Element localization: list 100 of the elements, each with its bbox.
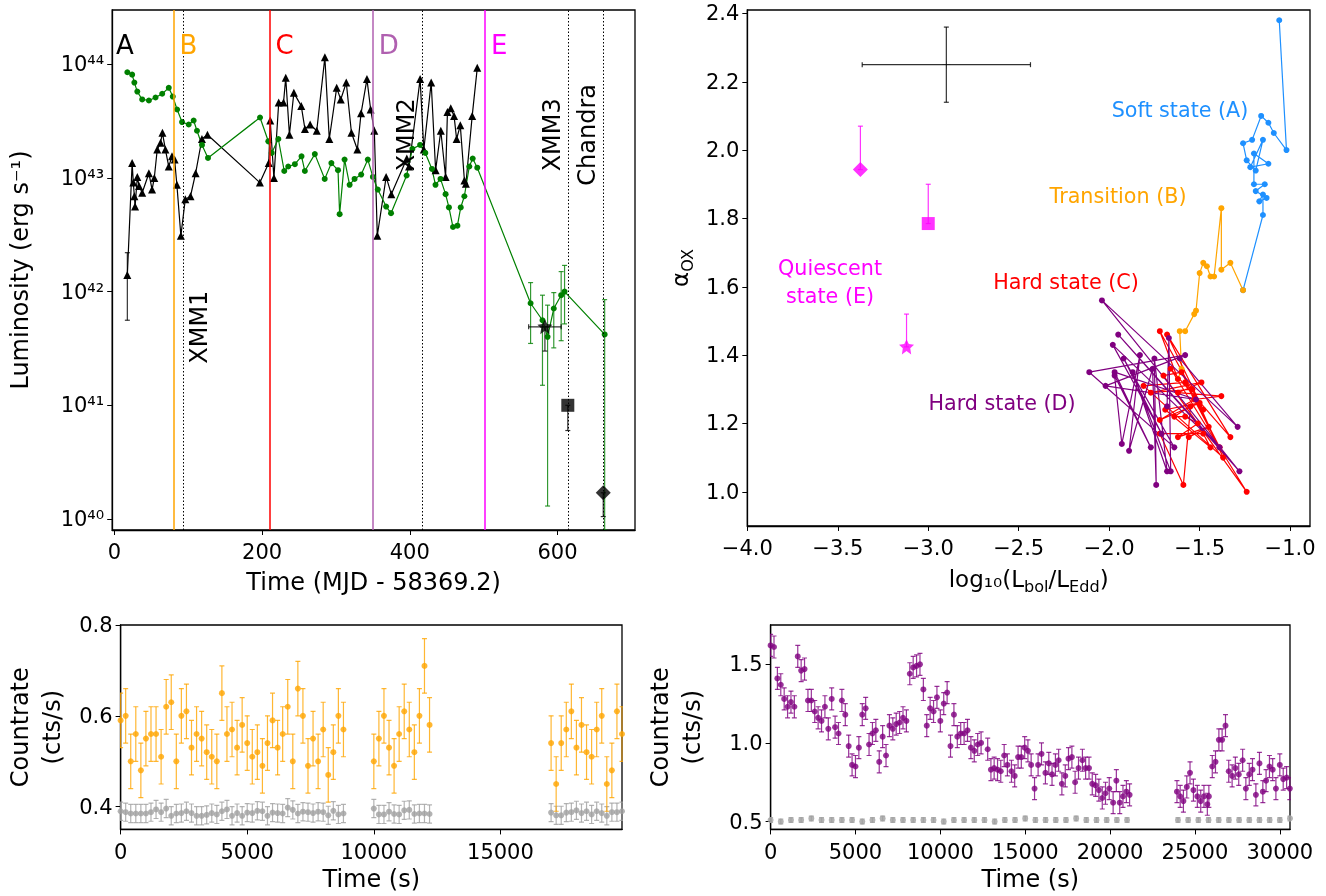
- point: [1200, 259, 1207, 266]
- x-tick-label: 600: [537, 540, 578, 565]
- point: [1153, 481, 1160, 488]
- x-axis-title: Time (s): [321, 865, 421, 893]
- x-tick-label: 5000: [220, 839, 274, 864]
- point: [1171, 444, 1178, 451]
- point: [852, 162, 868, 178]
- point: [1283, 147, 1290, 154]
- series-label: Transition (B): [1048, 184, 1187, 208]
- point: [1151, 355, 1158, 362]
- point: [1265, 119, 1272, 126]
- point: [1240, 140, 1247, 147]
- point: [1203, 263, 1210, 270]
- ref-line-label: D: [378, 30, 399, 60]
- series-label: Hard state (C): [993, 270, 1139, 294]
- ref-line-label: XMM2: [392, 98, 421, 172]
- ref-line-label: B: [179, 30, 198, 60]
- point: [1118, 440, 1125, 447]
- point: [1243, 488, 1250, 495]
- x-tick-label: 15000: [467, 839, 534, 864]
- y-axis-title: Countrate (cts/s): [646, 667, 707, 788]
- point: [1207, 273, 1214, 280]
- point: [1189, 386, 1196, 393]
- point: [1126, 447, 1133, 454]
- x-tick-label: 10000: [906, 839, 974, 864]
- point: [1180, 481, 1187, 488]
- point: [1234, 423, 1241, 430]
- point: [1261, 181, 1268, 188]
- y-axis-title: αOX: [666, 249, 697, 287]
- point: [1249, 136, 1256, 143]
- point: [1220, 454, 1227, 461]
- point: [1259, 212, 1266, 219]
- y-tick-label: 0.5: [729, 809, 763, 834]
- point: [1227, 434, 1234, 441]
- point: [1182, 352, 1189, 359]
- point: [1182, 413, 1189, 420]
- point: [1270, 130, 1277, 137]
- point: [1140, 382, 1147, 389]
- point: [1276, 17, 1283, 24]
- point: [1174, 389, 1181, 396]
- point: [1265, 160, 1272, 167]
- point: [1252, 188, 1259, 195]
- y-tick-label: 0.4: [79, 794, 113, 819]
- x-tick-label: −4.0: [721, 536, 773, 561]
- x-tick-label: −3.0: [902, 536, 954, 561]
- series-label: Soft state (A): [1111, 98, 1249, 122]
- point: [1147, 389, 1154, 396]
- point: [1167, 365, 1174, 372]
- y-tick-label: 10⁴⁰: [60, 506, 105, 531]
- ref-line-label: E: [491, 30, 508, 60]
- ref-line-label: Chandra: [573, 83, 602, 186]
- point: [1086, 369, 1093, 376]
- point: [1218, 393, 1225, 400]
- y-tick-label: 1.0: [705, 479, 740, 504]
- y-tick-label: 2.2: [705, 69, 740, 94]
- point: [1259, 191, 1266, 198]
- point: [1200, 406, 1207, 413]
- point: [1185, 434, 1192, 441]
- x-tick-label: 0: [763, 839, 778, 864]
- point: [1247, 164, 1254, 171]
- point: [1165, 335, 1172, 342]
- y-axis-title: Luminosity (erg s⁻¹): [6, 150, 34, 390]
- x-tick-label: 20000: [1076, 839, 1144, 864]
- point: [1250, 181, 1257, 188]
- point: [1218, 266, 1225, 273]
- y-tick-label: 1.8: [705, 206, 740, 231]
- point: [1227, 259, 1234, 266]
- x-tick-label: −1.5: [1174, 536, 1226, 561]
- ref-line-label: XMM1: [185, 290, 214, 364]
- x-tick-label: 5000: [828, 839, 883, 864]
- x-tick-label: 30000: [1246, 839, 1314, 864]
- point: [1259, 136, 1266, 143]
- x-tick-label: 400: [389, 540, 430, 565]
- point: [1194, 420, 1201, 427]
- point: [1250, 150, 1257, 157]
- x-tick-label: −2.0: [1083, 536, 1135, 561]
- x-tick-label: 0: [107, 540, 122, 565]
- point: [1187, 403, 1194, 410]
- y-tick-label: 2.4: [705, 1, 740, 26]
- y-tick-label: 1.0: [729, 730, 763, 755]
- point: [1178, 369, 1185, 376]
- point: [1147, 444, 1154, 451]
- point: [1196, 270, 1203, 277]
- point: [1218, 205, 1225, 212]
- point: [1256, 198, 1263, 205]
- point: [1109, 341, 1116, 348]
- y-tick-label: 1.2: [705, 411, 740, 436]
- y-tick-label: 10⁴³: [60, 165, 105, 190]
- x-axis-title: Time (s): [980, 865, 1080, 893]
- y-tick-label: 1.5: [729, 652, 763, 677]
- x-tick-label: 10000: [340, 839, 408, 864]
- point: [1236, 468, 1243, 475]
- x-tick-label: −3.5: [812, 536, 864, 561]
- series-label: Hard state (D): [928, 391, 1076, 415]
- y-tick-label: 10⁴¹: [60, 393, 105, 418]
- ref-line-label: XMM3: [537, 98, 566, 172]
- point: [921, 217, 935, 231]
- y-tick-label: 10⁴⁴: [60, 52, 105, 77]
- point: [1198, 379, 1205, 386]
- x-tick-label: −2.5: [993, 536, 1045, 561]
